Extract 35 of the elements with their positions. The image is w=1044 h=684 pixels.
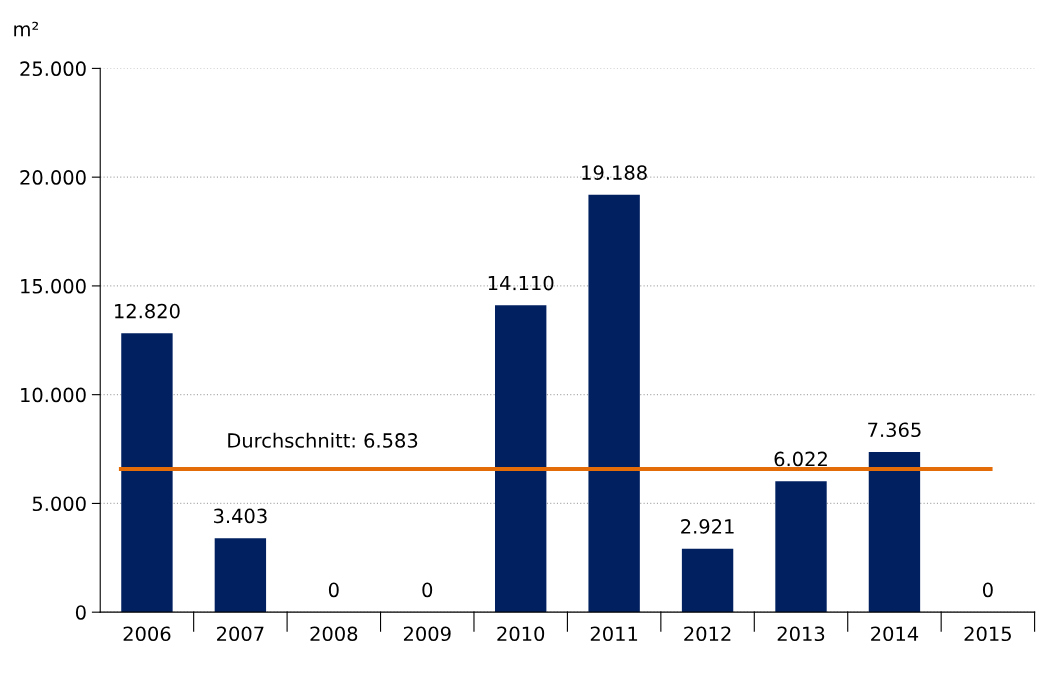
ref-line-label: Durchschnitt: 6.583 <box>228 432 418 448</box>
y-tick-label: 10.000 <box>21 387 86 403</box>
x-tick-label: 2015 <box>964 626 1011 642</box>
x-tick-label: 2007 <box>217 626 264 642</box>
x-tick-label: 2014 <box>871 626 919 642</box>
data-label: 6.022 <box>774 451 827 467</box>
y-tick-label: 0 <box>75 605 86 620</box>
data-label: 19.188 <box>582 165 647 180</box>
x-tick-label: 2013 <box>777 626 825 642</box>
x-tick-label: 2006 <box>123 626 171 642</box>
data-label: 2.921 <box>681 519 734 534</box>
y-tick-label: 25.000 <box>20 61 86 77</box>
data-label: 0 <box>328 582 339 598</box>
x-tick-label: 2011 <box>590 626 638 642</box>
bar <box>495 305 547 613</box>
data-label: 0 <box>982 582 993 598</box>
bar <box>681 548 734 613</box>
data-label: 3.403 <box>214 508 267 524</box>
bar <box>868 451 921 613</box>
bar <box>121 333 173 613</box>
y-tick-label: 20.000 <box>20 170 86 185</box>
y-tick-label: 15.000 <box>21 278 86 294</box>
x-tick-label: 2008 <box>310 626 358 642</box>
y-axis-title: m² <box>14 21 39 37</box>
y-tick-label: 5.000 <box>32 496 86 512</box>
bar <box>775 481 827 613</box>
data-label: 7.365 <box>868 422 921 438</box>
bar <box>214 538 267 613</box>
data-label: 14.110 <box>488 275 554 291</box>
x-tick-label: 2010 <box>497 626 545 642</box>
x-tick-label: 2012 <box>684 626 731 642</box>
data-label: 12.820 <box>115 303 180 319</box>
bar <box>588 194 640 613</box>
data-label: 0 <box>422 582 433 598</box>
x-tick-label: 2009 <box>403 626 451 642</box>
